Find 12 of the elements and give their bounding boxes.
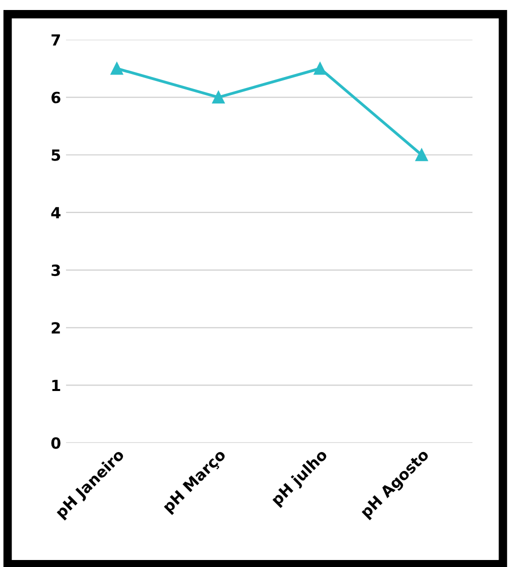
y-tick-label: 0	[51, 437, 60, 449]
y-tick-label: 7	[52, 34, 60, 46]
y-tick-label: 4	[51, 207, 60, 218]
y-tick-label: 3	[52, 264, 60, 276]
point	[110, 62, 124, 75]
y-tick-label: 6	[51, 92, 60, 104]
point	[314, 62, 326, 75]
y-tick-label: 5	[52, 150, 60, 161]
y-tick-label: 1	[52, 380, 60, 392]
y-tick-label: 2	[52, 322, 60, 334]
point	[415, 148, 428, 162]
point	[212, 91, 225, 104]
